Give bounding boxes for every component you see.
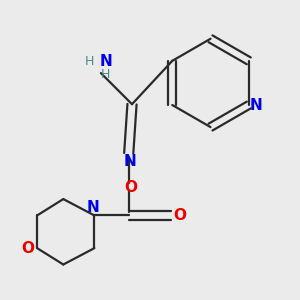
Text: N: N: [250, 98, 262, 112]
Text: O: O: [21, 241, 34, 256]
Text: N: N: [100, 54, 112, 69]
Text: O: O: [173, 208, 186, 223]
Text: H: H: [85, 55, 94, 68]
Text: N: N: [86, 200, 99, 215]
Text: H: H: [101, 68, 110, 81]
Text: O: O: [124, 180, 137, 195]
Text: N: N: [124, 154, 137, 169]
